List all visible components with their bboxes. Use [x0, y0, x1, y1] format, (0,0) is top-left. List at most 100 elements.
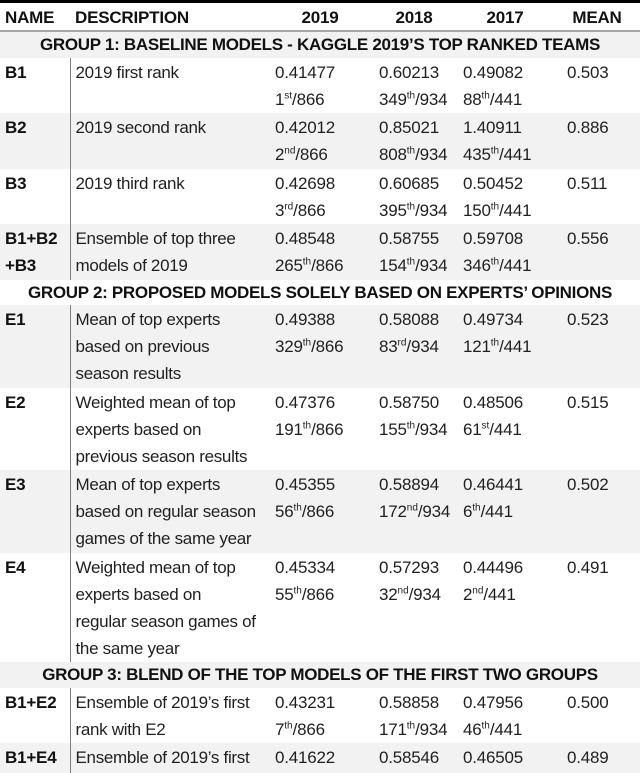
score-value: 0.47376	[275, 392, 336, 412]
score-value: 0.58750	[379, 392, 440, 412]
rank-value: 2nd/866	[275, 145, 328, 164]
ordinal-suffix: st	[284, 89, 293, 101]
rank-value: 56th/866	[275, 502, 335, 521]
score-value: 0.58755	[379, 229, 440, 248]
model-description-cell: 2019 third rank	[69, 168, 268, 224]
score-cell-2019: 0.49388 329th/866	[268, 305, 372, 388]
score-cell-2017: 0.59708 346th/441	[456, 224, 554, 280]
table-header-row: NAME DESCRIPTION 2019 2018 2017 MEAN	[0, 1, 640, 32]
score-value: 0.59708	[463, 229, 524, 248]
mean-cell: 0.500	[567, 692, 609, 712]
score-value: 0.41622	[275, 748, 336, 767]
score-cell-2018: 0.85021 808th/934	[372, 113, 456, 169]
score-cell-2017: 0.50452 150th/441	[456, 169, 554, 225]
mean-cell: 0.515	[567, 392, 609, 412]
ordinal-suffix: th	[490, 337, 500, 349]
rank-value: 46th/441	[463, 719, 523, 739]
score-cell-2017: 0.49734 121th/441	[456, 305, 554, 388]
ordinal-suffix: th	[293, 584, 302, 596]
score-value: 1.40911	[463, 118, 522, 137]
rank-value: 121th/441	[463, 337, 532, 356]
score-value: 0.46441	[463, 475, 524, 494]
score-value: 0.41477	[275, 62, 336, 82]
group-header-row: GROUP 1: BASELINE MODELS - KAGGLE 2019’S…	[0, 31, 640, 58]
rank-value: 171th/934	[379, 719, 448, 739]
score-cell-2018: 0.57293 32nd/934	[372, 553, 456, 663]
model-row: B1 2019 first rank 0.41477 1st/866 0.60213 34…	[0, 57, 640, 113]
model-name-cell: B3	[5, 173, 27, 193]
ordinal-suffix: th	[490, 145, 500, 157]
rank-value: 172nd/934	[379, 502, 451, 521]
col-header-2019: 2019	[268, 1, 372, 32]
score-value: 0.45355	[275, 475, 336, 494]
mean-cell: 0.511	[567, 173, 608, 193]
model-description-cell: Weighted mean of top experts based on pr…	[69, 387, 268, 470]
score-value: 0.42698	[275, 173, 336, 193]
group-title: GROUP 2: PROPOSED MODELS SOLELY BASED ON…	[27, 282, 613, 302]
ordinal-suffix: th	[472, 502, 481, 514]
score-cell-2018: 0.58755 154th/934	[372, 224, 456, 280]
score-value: 0.58858	[379, 692, 440, 712]
model-row: E1 Mean of top experts based on previous …	[0, 305, 640, 388]
model-description-cell: Ensemble of top three models of 2019	[69, 224, 268, 280]
ordinal-suffix: th	[302, 419, 312, 431]
mean-cell: 0.489	[567, 748, 609, 767]
model-description-cell: 2019 first rank	[69, 57, 268, 113]
score-value: 0.48548	[275, 229, 336, 248]
ordinal-suffix: th	[490, 200, 500, 212]
ordinal-suffix: nd	[397, 584, 409, 596]
rank-value: 191th/866	[275, 419, 344, 439]
col-header-2018: 2018	[372, 1, 456, 32]
score-value: 0.42012	[275, 118, 336, 137]
score-cell-2018: 0.58894 172nd/934	[372, 470, 456, 553]
rank-value: 6th/441	[463, 502, 513, 521]
model-description-cell: 2019 second rank	[69, 113, 268, 169]
group-title: GROUP 3: BLEND OF THE TOP MODELS OF THE …	[42, 665, 598, 684]
score-cell-2019: 0.41622	[268, 743, 372, 773]
score-cell-2019: 0.42698 3rd/866	[268, 169, 372, 225]
rank-value: 395th/934	[379, 200, 448, 220]
rank-value: 1st/866	[275, 89, 325, 109]
ordinal-suffix: th	[481, 719, 490, 731]
rank-value: 265th/866	[275, 256, 344, 275]
score-cell-2019: 0.45355 56th/866	[268, 470, 372, 553]
score-value: 0.58894	[379, 475, 440, 494]
model-name-cell: E4	[5, 557, 26, 577]
ordinal-suffix: th	[284, 719, 293, 731]
model-row: B3 2019 third rank 0.42698 3rd/866 0.60685 39…	[0, 168, 640, 225]
model-name-cell: B1+B2 +B3	[5, 229, 58, 275]
ordinal-suffix: th	[406, 89, 416, 101]
ordinal-suffix: th	[490, 256, 500, 268]
rank-value: 83rd/934	[379, 337, 439, 356]
score-cell-2019: 0.45334 55th/866	[268, 553, 372, 663]
model-row: B2 2019 second rank 0.42012 2nd/866 0.85021 8…	[0, 113, 640, 169]
score-value: 0.85021	[379, 118, 440, 137]
score-cell-2018: 0.60685 395th/934	[372, 169, 456, 225]
model-row: E3 Mean of top experts based on regular s…	[0, 470, 640, 553]
rank-value: 32nd/934	[379, 584, 441, 604]
col-header-description: DESCRIPTION	[70, 1, 268, 32]
score-value: 0.49734	[463, 310, 524, 329]
score-value: 0.49388	[275, 310, 336, 329]
mean-cell: 0.491	[567, 557, 609, 577]
score-cell-2019: 0.48548 265th/866	[268, 224, 372, 280]
ordinal-suffix: nd	[472, 584, 484, 596]
ordinal-suffix: th	[406, 719, 416, 731]
mean-cell: 0.556	[567, 229, 609, 248]
group-header-row: GROUP 3: BLEND OF THE TOP MODELS OF THE …	[0, 662, 640, 688]
score-value: 0.60685	[379, 173, 440, 193]
score-cell-2019: 0.47376 191th/866	[268, 388, 372, 471]
score-cell-2017: 0.44496 2nd/441	[456, 553, 554, 663]
score-cell-2019: 0.43231 7th/866	[268, 688, 372, 744]
score-cell-2019: 0.42012 2nd/866	[268, 113, 372, 169]
col-header-mean: MEAN	[554, 1, 640, 32]
score-value: 0.44496	[463, 557, 524, 577]
model-row: E2 Weighted mean of top experts based on …	[0, 387, 640, 471]
score-cell-2018: 0.58858 171th/934	[372, 688, 456, 744]
model-description-cell: Mean of top experts based on regular sea…	[69, 470, 268, 553]
model-description-cell: Mean of top experts based on previous se…	[69, 305, 268, 388]
score-value: 0.57293	[379, 557, 440, 577]
score-cell-2018: 0.58546	[372, 743, 456, 773]
